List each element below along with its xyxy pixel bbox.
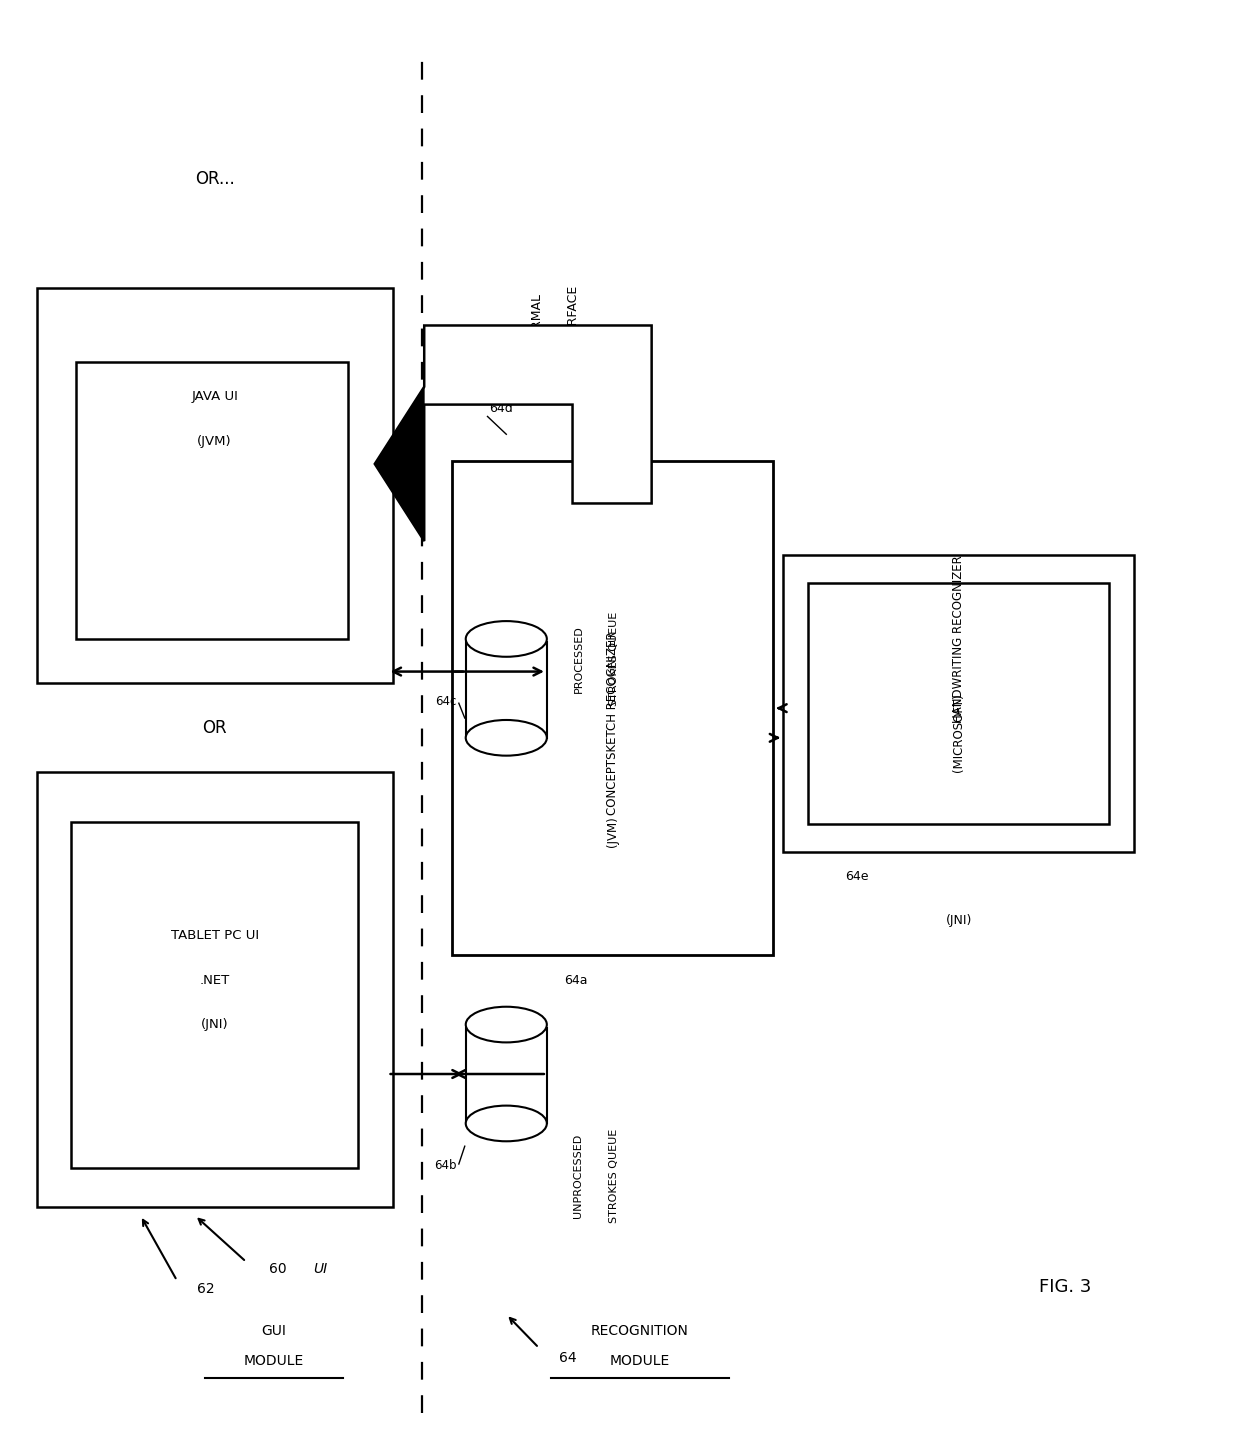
Text: 64e: 64e (846, 870, 869, 883)
Bar (464, 618, 549, 641)
Text: UNPROCESSED: UNPROCESSED (573, 1134, 584, 1218)
Text: MODULE: MODULE (610, 1354, 670, 1368)
Text: MODULE: MODULE (244, 1354, 304, 1368)
Bar (71, 823, 358, 1167)
Ellipse shape (466, 720, 547, 756)
Text: HANDWRITING RECOGNIZER: HANDWRITING RECOGNIZER (951, 556, 965, 723)
Bar (784, 556, 1135, 851)
Text: (JNI): (JNI) (945, 915, 972, 928)
Polygon shape (374, 326, 652, 541)
Text: 62: 62 (197, 1281, 215, 1296)
Text: STROKES QUEUE: STROKES QUEUE (609, 612, 619, 706)
Text: 64b: 64b (434, 1160, 456, 1173)
Text: 64c: 64c (435, 694, 456, 707)
Bar (451, 460, 774, 955)
Ellipse shape (466, 1007, 547, 1042)
Bar (808, 583, 1110, 824)
Text: UI: UI (314, 1261, 327, 1276)
Ellipse shape (466, 620, 547, 657)
Text: (MICROSOFT): (MICROSOFT) (951, 694, 965, 772)
Text: STROKES QUEUE: STROKES QUEUE (609, 1128, 619, 1224)
Polygon shape (374, 387, 424, 541)
Text: 64d: 64d (490, 403, 513, 416)
Text: FORMAL: FORMAL (529, 291, 542, 343)
Text: GUI: GUI (262, 1325, 286, 1338)
Text: 60: 60 (269, 1261, 286, 1276)
Ellipse shape (466, 1105, 547, 1141)
Text: 64: 64 (559, 1351, 577, 1365)
Bar (466, 1025, 547, 1124)
Text: INTERFACE: INTERFACE (565, 283, 579, 352)
Bar (464, 1003, 549, 1026)
Text: TABLET PC UI: TABLET PC UI (171, 929, 259, 942)
Text: (JVM): (JVM) (605, 817, 619, 847)
Text: JAVA UI: JAVA UI (191, 390, 238, 403)
Text: RECOGNITION: RECOGNITION (590, 1325, 688, 1338)
Text: (JNI): (JNI) (201, 1019, 228, 1032)
Bar (466, 639, 547, 737)
Bar (37, 289, 393, 684)
Text: OR: OR (202, 719, 227, 737)
Bar (37, 772, 393, 1208)
Text: (JVM): (JVM) (197, 434, 232, 447)
Text: PROCESSED: PROCESSED (573, 625, 584, 693)
Text: OR...: OR... (195, 170, 234, 188)
Text: .NET: .NET (200, 974, 229, 987)
Bar (76, 362, 348, 639)
Text: 64a: 64a (564, 974, 588, 987)
Text: CONCEPTSKETCH RECOGNIZER: CONCEPTSKETCH RECOGNIZER (605, 631, 619, 815)
Text: FIG. 3: FIG. 3 (1039, 1277, 1091, 1296)
